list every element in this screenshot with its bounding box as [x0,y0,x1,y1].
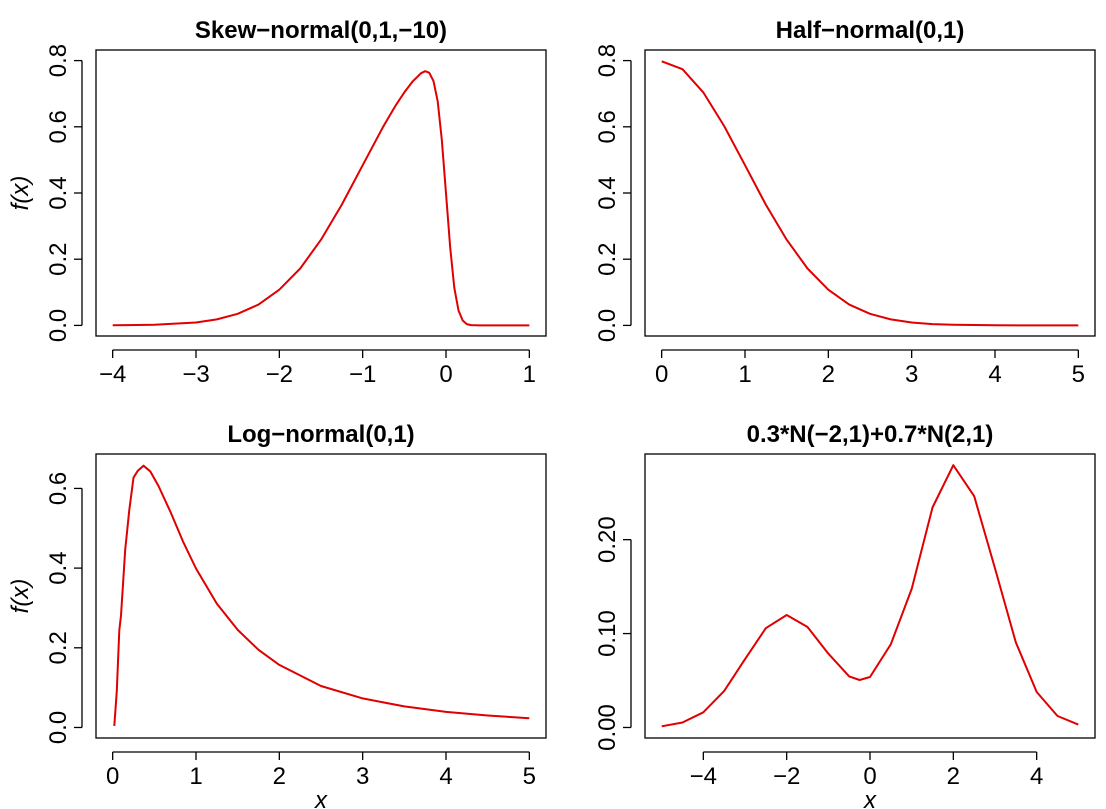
x-tick-label: 1 [523,361,536,388]
panel-skew-normal: Skew−normal(0,1,−10) −4 −3 −2 −1 0 1 0.0 0.2 0.4… [7,17,547,388]
density-curve [112,70,530,327]
x-tick-label: 4 [988,361,1001,388]
y-tick-label: 0.10 [594,610,621,657]
x-tick-label: 1 [738,361,751,388]
x-tick-label: 3 [905,361,918,388]
x-axis-label: x [314,787,328,809]
y-tick-label: 0.20 [594,516,621,563]
y-tick-label: 0.2 [45,243,72,276]
panel-title: Log−normal(0,1) [227,421,414,448]
x-tick-label: 0 [439,361,452,388]
x-tick-label: 0 [106,763,119,790]
y-tick-label: 0.0 [45,711,72,744]
x-tick-label: 1 [189,763,202,790]
y-tick-label: 0.4 [45,551,72,584]
x-tick-label: 2 [947,763,960,790]
x-tick-label: 3 [356,763,369,790]
plot-frame [95,453,547,739]
y-tick-label: 0.2 [594,243,621,276]
density-curve [113,464,530,726]
x-tick-label: −2 [266,361,293,388]
x-tick-label: 0 [655,361,668,388]
y-tick-label: 0.00 [594,704,621,751]
x-tick-label: −4 [690,763,717,790]
y-tick-label: 0.0 [594,309,621,342]
x-tick-label: −2 [773,763,800,790]
plot-frame [95,49,547,337]
y-tick-label: 0.4 [594,176,621,209]
x-tick-label: −3 [182,361,209,388]
panel-log-normal: Log−normal(0,1) 0 1 2 3 4 5 0.0 0.2 0.4 0.6 x f(x) [7,421,547,809]
y-tick-label: 0.0 [45,309,72,342]
x-tick-label: −4 [99,361,126,388]
panel-half-normal: Half−normal(0,1) 0 1 2 3 4 5 0.0 0.2 0.4 0.6 0.8 [594,17,1096,388]
x-tick-label: 2 [822,361,835,388]
x-axis-label: x [863,787,877,809]
density-curve [661,464,1079,728]
y-axis-label: f(x) [7,176,34,211]
x-tick-label: 5 [1072,361,1085,388]
y-axis-label: f(x) [7,579,34,614]
plot-frame [644,49,1096,337]
y-tick-label: 0.6 [594,110,621,143]
y-tick-label: 0.8 [594,44,621,77]
y-tick-label: 0.2 [45,631,72,664]
y-tick-label: 0.4 [45,176,72,209]
x-tick-label: 2 [273,763,286,790]
plot-frame [644,453,1096,739]
panel-title: 0.3*N(−2,1)+0.7*N(2,1) [747,421,994,448]
panel-title: Half−normal(0,1) [776,17,965,44]
x-tick-label: 5 [523,763,536,790]
panel-title: Skew−normal(0,1,−10) [195,17,447,44]
density-curve [661,60,1079,327]
y-tick-label: 0.8 [45,44,72,77]
y-tick-label: 0.6 [45,110,72,143]
x-tick-label: −1 [349,361,376,388]
x-tick-label: 0 [863,763,876,790]
y-tick-label: 0.6 [45,472,72,505]
x-tick-label: 4 [439,763,452,790]
panel-normal-mixture: 0.3*N(−2,1)+0.7*N(2,1) −4 −2 0 2 4 0.00 0.10 0.… [594,421,1096,809]
x-tick-label: 4 [1030,763,1043,790]
